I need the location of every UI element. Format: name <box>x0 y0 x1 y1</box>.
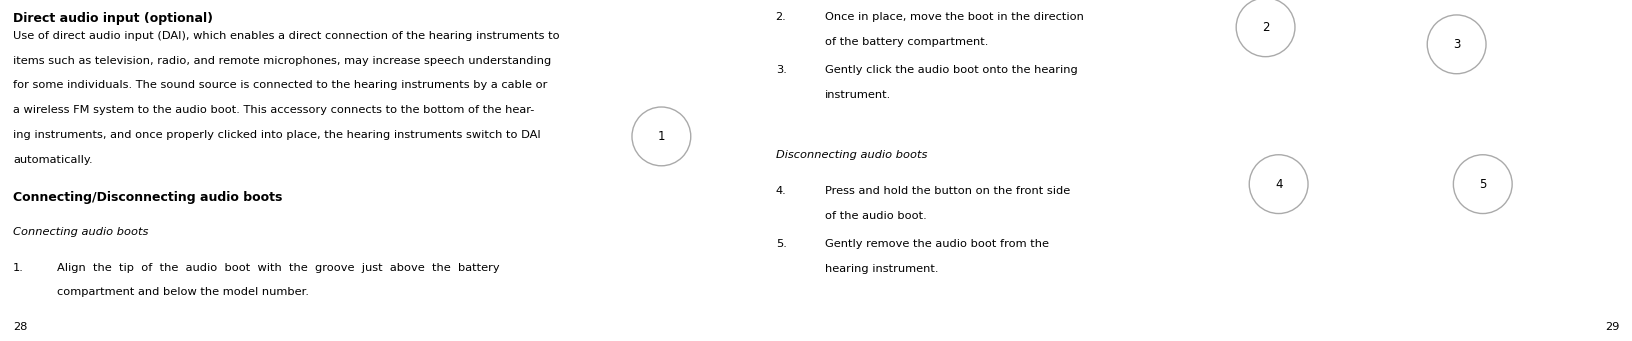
Text: instrument.: instrument. <box>824 90 891 100</box>
Text: automatically.: automatically. <box>13 155 93 165</box>
Text: 4: 4 <box>1275 178 1281 191</box>
Text: of the battery compartment.: of the battery compartment. <box>824 37 987 47</box>
Text: a wireless FM system to the audio boot. This accessory connects to the bottom of: a wireless FM system to the audio boot. … <box>13 105 534 115</box>
Text: 1.: 1. <box>13 263 24 272</box>
Text: 5.: 5. <box>775 239 787 249</box>
Text: 3: 3 <box>1452 38 1459 51</box>
Text: Align  the  tip  of  the  audio  boot  with  the  groove  just  above  the  batt: Align the tip of the audio boot with the… <box>57 263 499 272</box>
Text: Press and hold the button on the front side: Press and hold the button on the front s… <box>824 186 1069 196</box>
Text: hearing instrument.: hearing instrument. <box>824 264 938 274</box>
Text: 28: 28 <box>13 322 28 332</box>
Text: Disconnecting audio boots: Disconnecting audio boots <box>775 150 927 160</box>
Text: Gently click the audio boot onto the hearing: Gently click the audio boot onto the hea… <box>824 65 1077 75</box>
Text: ing instruments, and once properly clicked into place, the hearing instruments s: ing instruments, and once properly click… <box>13 130 540 140</box>
Text: 4.: 4. <box>775 186 787 196</box>
Text: 1: 1 <box>658 130 664 143</box>
Text: 2.: 2. <box>775 12 787 22</box>
Text: of the audio boot.: of the audio boot. <box>824 211 925 221</box>
Text: 29: 29 <box>1604 322 1619 332</box>
Text: items such as television, radio, and remote microphones, may increase speech und: items such as television, radio, and rem… <box>13 56 552 65</box>
Text: Gently remove the audio boot from the: Gently remove the audio boot from the <box>824 239 1048 249</box>
Text: 2: 2 <box>1262 21 1268 34</box>
Text: for some individuals. The sound source is connected to the hearing instruments b: for some individuals. The sound source i… <box>13 80 547 90</box>
Text: 5: 5 <box>1479 178 1485 191</box>
Text: 3.: 3. <box>775 65 787 75</box>
Text: compartment and below the model number.: compartment and below the model number. <box>57 287 308 297</box>
Text: Use of direct audio input (DAI), which enables a direct connection of the hearin: Use of direct audio input (DAI), which e… <box>13 31 560 41</box>
Text: Connecting audio boots: Connecting audio boots <box>13 227 149 237</box>
Text: Once in place, move the boot in the direction: Once in place, move the boot in the dire… <box>824 12 1084 22</box>
Text: Connecting/Disconnecting audio boots: Connecting/Disconnecting audio boots <box>13 191 282 204</box>
Text: Direct audio input (optional): Direct audio input (optional) <box>13 12 212 25</box>
